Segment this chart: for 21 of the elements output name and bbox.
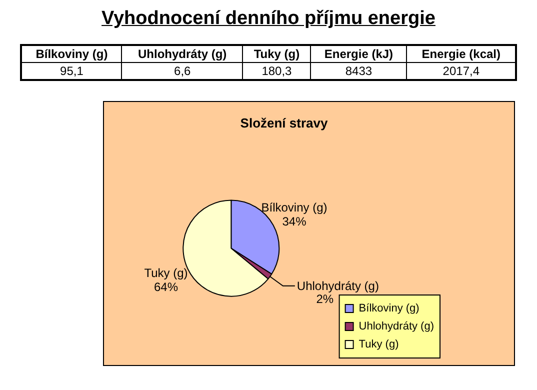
slice-label: Tuky (g) bbox=[144, 266, 188, 280]
text: 8433 bbox=[310, 62, 407, 80]
data-label: 64% bbox=[154, 280, 178, 294]
text: 6,6 bbox=[122, 62, 243, 80]
text: 180,3 bbox=[242, 62, 311, 80]
legend-label: Tuky (g) bbox=[358, 338, 399, 351]
text: Energie (kcal) bbox=[406, 45, 516, 62]
text: Uhlohydráty (g) bbox=[122, 45, 243, 62]
data-label: 34% bbox=[282, 214, 307, 229]
text: Energie (kJ) bbox=[310, 45, 407, 62]
slice-label: Bílkoviny (g) bbox=[261, 200, 328, 215]
text: Tuky (g) bbox=[242, 45, 311, 62]
chart-title: Složení stravy bbox=[240, 115, 328, 130]
text: Bílkoviny (g) bbox=[21, 45, 122, 62]
legend-label: Uhlohydráty (g) bbox=[358, 320, 434, 333]
slice-label: Uhlohydráty (g) bbox=[296, 278, 379, 293]
legend-label: Bílkoviny (g) bbox=[358, 302, 420, 315]
chart-subtitle: Vyhodnocení denního příjmu energie bbox=[100, 8, 436, 30]
text: 2017,4 bbox=[406, 62, 516, 80]
data-label: 2% bbox=[316, 292, 334, 306]
text: 95,1 bbox=[21, 62, 122, 80]
